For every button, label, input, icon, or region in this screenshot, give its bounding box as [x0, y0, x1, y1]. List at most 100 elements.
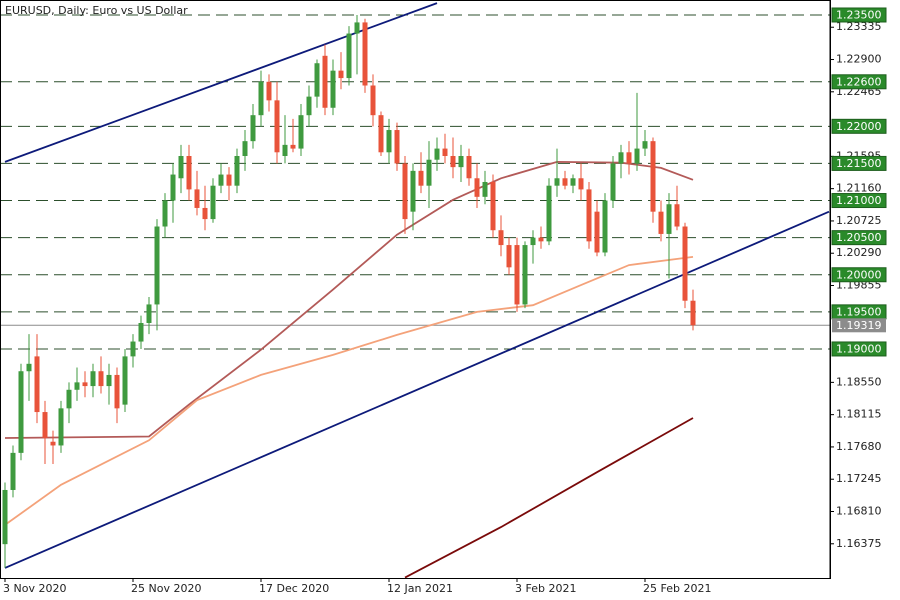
y-tick-label: 1.17245 [836, 472, 882, 485]
level-label: 1.22000 [836, 120, 882, 133]
candle-body [114, 374, 120, 409]
candle-body [626, 152, 632, 164]
candle-body [666, 204, 672, 234]
candle-body [658, 211, 664, 234]
y-tick-label: 1.20290 [836, 246, 882, 259]
level-label-box [831, 193, 887, 209]
candle-body [10, 452, 16, 490]
level-label-box [831, 7, 887, 23]
candle-body [178, 156, 184, 179]
candle-body [498, 230, 504, 246]
candles [2, 14, 696, 568]
level-label: 1.19000 [836, 342, 882, 355]
candle-body [74, 382, 80, 390]
candle-body [434, 148, 440, 160]
x-tick-label: 12 Jan 2021 [387, 582, 453, 595]
candle-body [306, 96, 312, 116]
candle-body [82, 382, 88, 387]
candle-body [562, 178, 568, 186]
candle-body [514, 245, 520, 305]
level-label-box [831, 267, 887, 283]
candle-body [122, 356, 128, 405]
candle-body [642, 141, 648, 149]
candle-body [58, 408, 64, 446]
level-label: 1.21000 [836, 194, 882, 207]
level-label-box [831, 74, 887, 90]
candle-body [210, 185, 216, 220]
candle-body [226, 174, 232, 186]
x-tick-label: 3 Nov 2020 [3, 582, 66, 595]
candle-body [490, 181, 496, 231]
y-tick-label: 1.18115 [836, 408, 882, 421]
candle-body [674, 204, 680, 227]
candle-body [362, 22, 368, 86]
x-tick-label: 17 Dec 2020 [259, 582, 329, 595]
current-price-label: 1.19319 [836, 319, 882, 332]
chart-title: EURUSD, Daily: Euro vs US Dollar [5, 4, 188, 17]
y-tick-label: 1.18550 [836, 375, 882, 388]
level-label: 1.23500 [836, 8, 882, 21]
current-price-box [832, 318, 886, 333]
candle-body [554, 178, 560, 186]
indicator-line [4, 256, 694, 526]
candle-body [546, 185, 552, 242]
candle-body [634, 148, 640, 164]
candle-body [586, 189, 592, 242]
y-tick-label: 1.22900 [836, 53, 882, 66]
candle-body [26, 363, 32, 372]
level-label-box [831, 341, 887, 357]
candle-body [250, 115, 256, 142]
candle-body [338, 70, 344, 79]
candle-body [426, 159, 432, 186]
candle-body [90, 371, 96, 387]
candle-body [18, 371, 24, 453]
candle-body [482, 181, 488, 197]
candle-body [682, 226, 688, 301]
level-label: 1.22600 [836, 75, 882, 88]
level-label: 1.20500 [836, 231, 882, 244]
y-tick-label: 1.23335 [836, 20, 882, 33]
candle-body [290, 144, 296, 149]
candle-body [202, 207, 208, 220]
indicator-line [4, 210, 830, 569]
candle-body [386, 130, 392, 153]
candle-body [42, 412, 48, 439]
candle-body [194, 189, 200, 208]
candle-body [274, 100, 280, 153]
candle-body [402, 163, 408, 220]
candle-body [34, 356, 40, 413]
candle-body [258, 81, 264, 116]
candle-body [170, 174, 176, 201]
level-label-box [831, 118, 887, 134]
level-label: 1.21500 [836, 157, 882, 170]
candle-body [346, 33, 352, 79]
y-tick-label: 1.17680 [836, 440, 882, 453]
candle-body [98, 371, 104, 387]
candle-body [466, 156, 472, 179]
plot-border [0, 0, 831, 579]
x-tick-label: 3 Feb 2021 [515, 582, 576, 595]
candle-body [530, 237, 536, 246]
candle-body [650, 141, 656, 212]
candle-body [522, 245, 528, 305]
level-label-box [831, 230, 887, 246]
candle-body [106, 374, 112, 387]
candle-body [298, 115, 304, 149]
candle-body [418, 170, 424, 186]
candle-body [602, 200, 608, 253]
candle-body [154, 226, 160, 305]
candle-body [690, 300, 696, 326]
candle-body [242, 141, 248, 157]
candle-body [330, 70, 336, 108]
candle-body [186, 156, 192, 190]
candle-body [394, 130, 400, 164]
candle-body [410, 170, 416, 212]
candle-body [458, 156, 464, 168]
candle-body [2, 489, 8, 545]
y-tick-label: 1.16375 [836, 537, 882, 550]
candle-body [506, 245, 512, 268]
candle-body [354, 22, 360, 34]
